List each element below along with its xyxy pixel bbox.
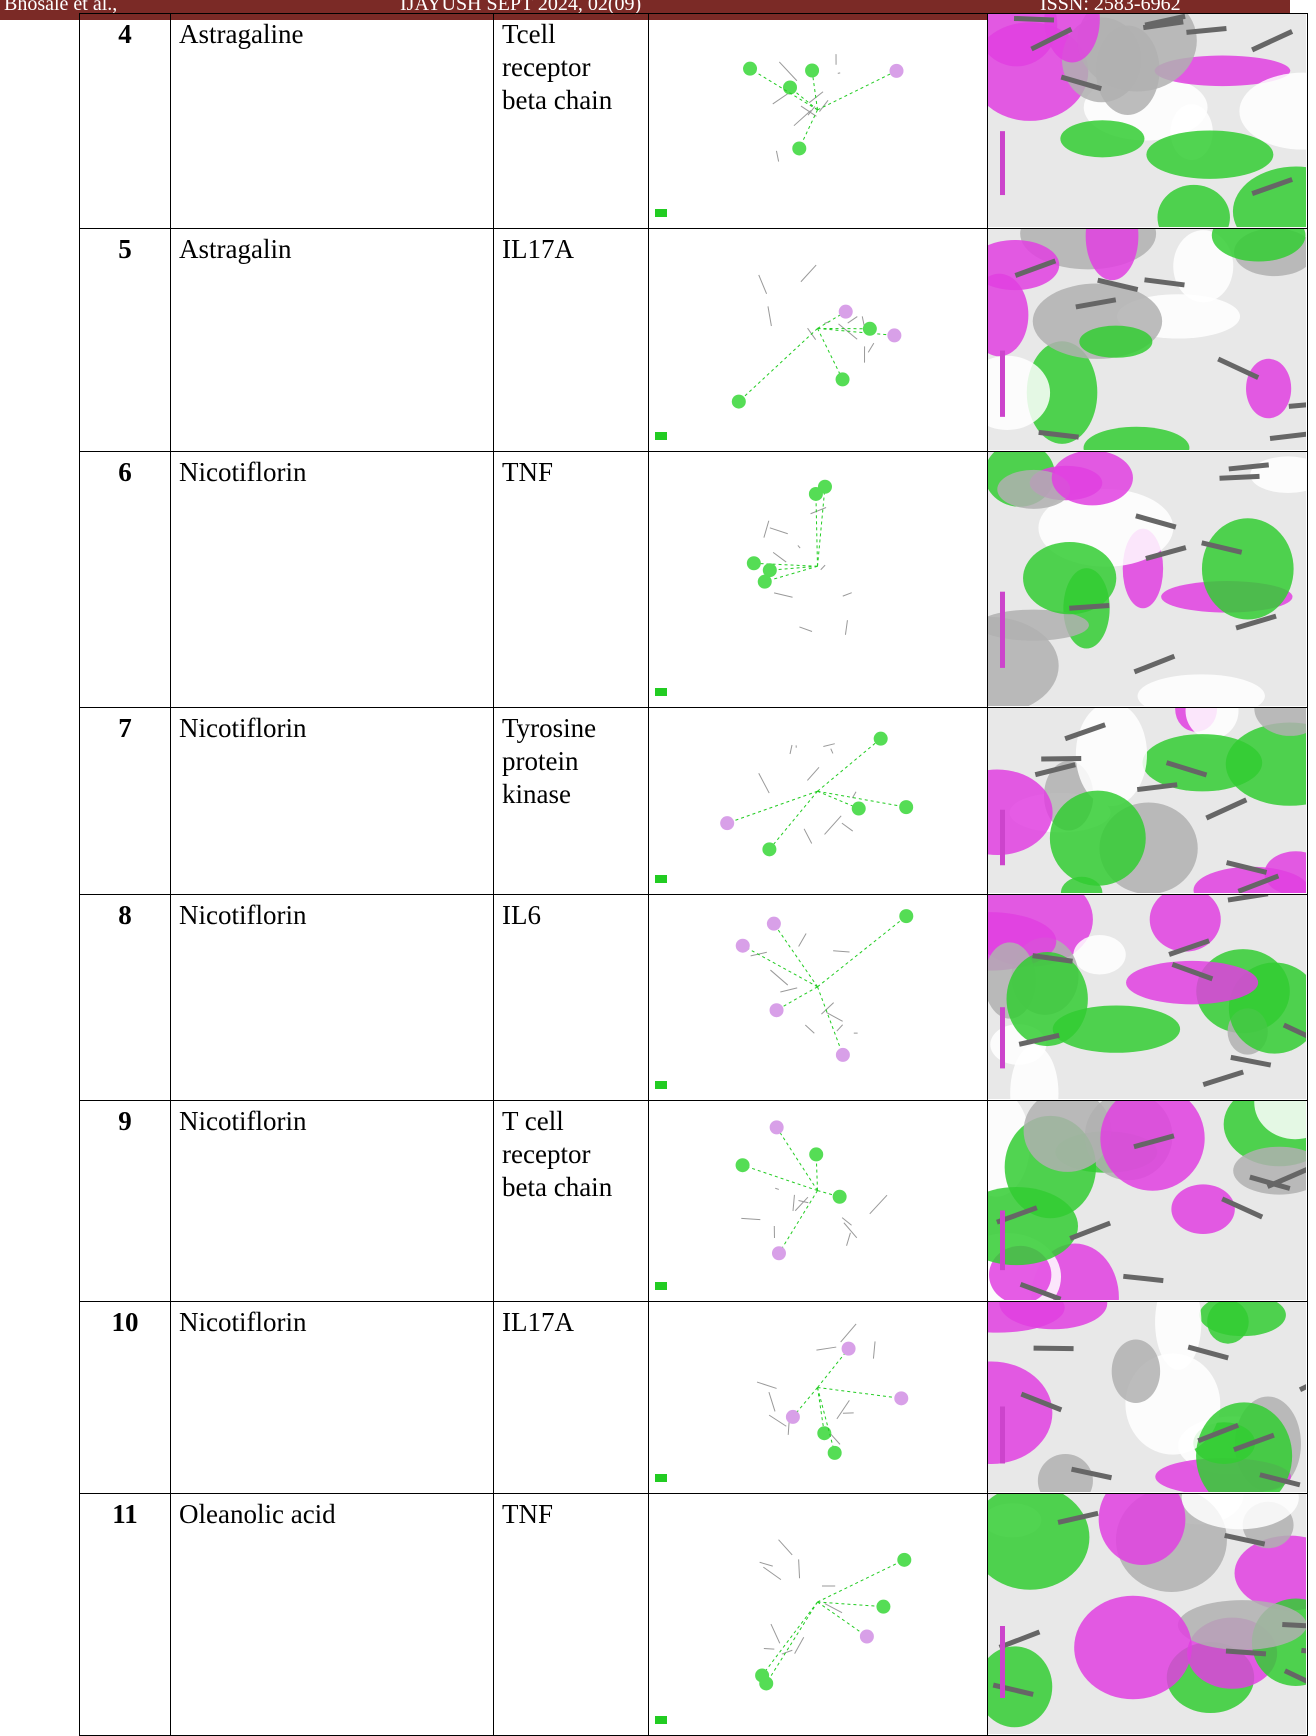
docking-3d-view bbox=[988, 1101, 1306, 1300]
diagram-cell bbox=[649, 1101, 988, 1302]
target-cell: IL6 bbox=[494, 895, 649, 1101]
diagram-cell bbox=[649, 1302, 988, 1494]
compound-cell: Nicotiflorin bbox=[171, 1302, 494, 1494]
no-cell: 11 bbox=[80, 1494, 171, 1736]
interaction-diagram bbox=[649, 1302, 986, 1492]
target-cell: IL17A bbox=[494, 1302, 649, 1494]
interaction-diagram bbox=[649, 452, 986, 706]
docking-3d-view bbox=[988, 14, 1306, 227]
diagram-cell bbox=[649, 229, 988, 452]
diagram-cell bbox=[649, 708, 988, 895]
interaction-diagram bbox=[649, 895, 986, 1099]
compound-cell: Nicotiflorin bbox=[171, 895, 494, 1101]
interaction-diagram bbox=[649, 1494, 986, 1734]
render-cell bbox=[988, 1101, 1308, 1302]
interaction-diagram bbox=[649, 1101, 986, 1300]
no-cell: 10 bbox=[80, 1302, 171, 1494]
docking-3d-view bbox=[988, 1302, 1306, 1492]
page: Bhosale et al., IJAYUSH SEPT 2024, 02(09… bbox=[0, 0, 1316, 1735]
target-cell: IL17A bbox=[494, 229, 649, 452]
compound-cell: Nicotiflorin bbox=[171, 708, 494, 895]
diagram-cell bbox=[649, 452, 988, 708]
no-cell: 8 bbox=[80, 895, 171, 1101]
interaction-diagram bbox=[649, 14, 986, 227]
header-journal: IJAYUSH SEPT 2024, 02(09) bbox=[400, 0, 641, 11]
diagram-cell bbox=[649, 1494, 988, 1736]
compound-cell: Nicotiflorin bbox=[171, 452, 494, 708]
docking-3d-view bbox=[988, 452, 1306, 706]
compound-cell: Oleanolic acid bbox=[171, 1494, 494, 1736]
interaction-diagram bbox=[649, 708, 986, 893]
no-cell: 5 bbox=[80, 229, 171, 452]
render-cell bbox=[988, 895, 1308, 1101]
target-cell: TNF bbox=[494, 452, 649, 708]
header-issn: ISSN: 2583-6962 bbox=[1040, 0, 1181, 11]
no-cell: 7 bbox=[80, 708, 171, 895]
diagram-cell bbox=[649, 14, 988, 229]
render-cell bbox=[988, 14, 1308, 229]
header-author: Bhosale et al., bbox=[4, 0, 117, 11]
render-cell bbox=[988, 708, 1308, 895]
target-cell: Tyrosine protein kinase bbox=[494, 708, 649, 895]
no-cell: 4 bbox=[80, 14, 171, 229]
docking-3d-view bbox=[988, 895, 1306, 1099]
no-cell: 9 bbox=[80, 1101, 171, 1302]
compound-cell: Astragaline bbox=[171, 14, 494, 229]
render-cell bbox=[988, 1302, 1308, 1494]
target-cell: TNF bbox=[494, 1494, 649, 1736]
docking-3d-view bbox=[988, 708, 1306, 893]
docking-3d-view bbox=[988, 1494, 1306, 1734]
compound-cell: Nicotiflorin bbox=[171, 1101, 494, 1302]
diagram-cell bbox=[649, 895, 988, 1101]
interaction-diagram bbox=[649, 229, 986, 450]
docking-3d-view bbox=[988, 229, 1306, 450]
no-cell: 6 bbox=[80, 452, 171, 708]
target-cell: T cell receptor beta chain bbox=[494, 1101, 649, 1302]
render-cell bbox=[988, 229, 1308, 452]
compound-cell: Astragalin bbox=[171, 229, 494, 452]
render-cell bbox=[988, 1494, 1308, 1736]
render-cell bbox=[988, 452, 1308, 708]
target-cell: Tcell receptor beta chain bbox=[494, 14, 649, 229]
